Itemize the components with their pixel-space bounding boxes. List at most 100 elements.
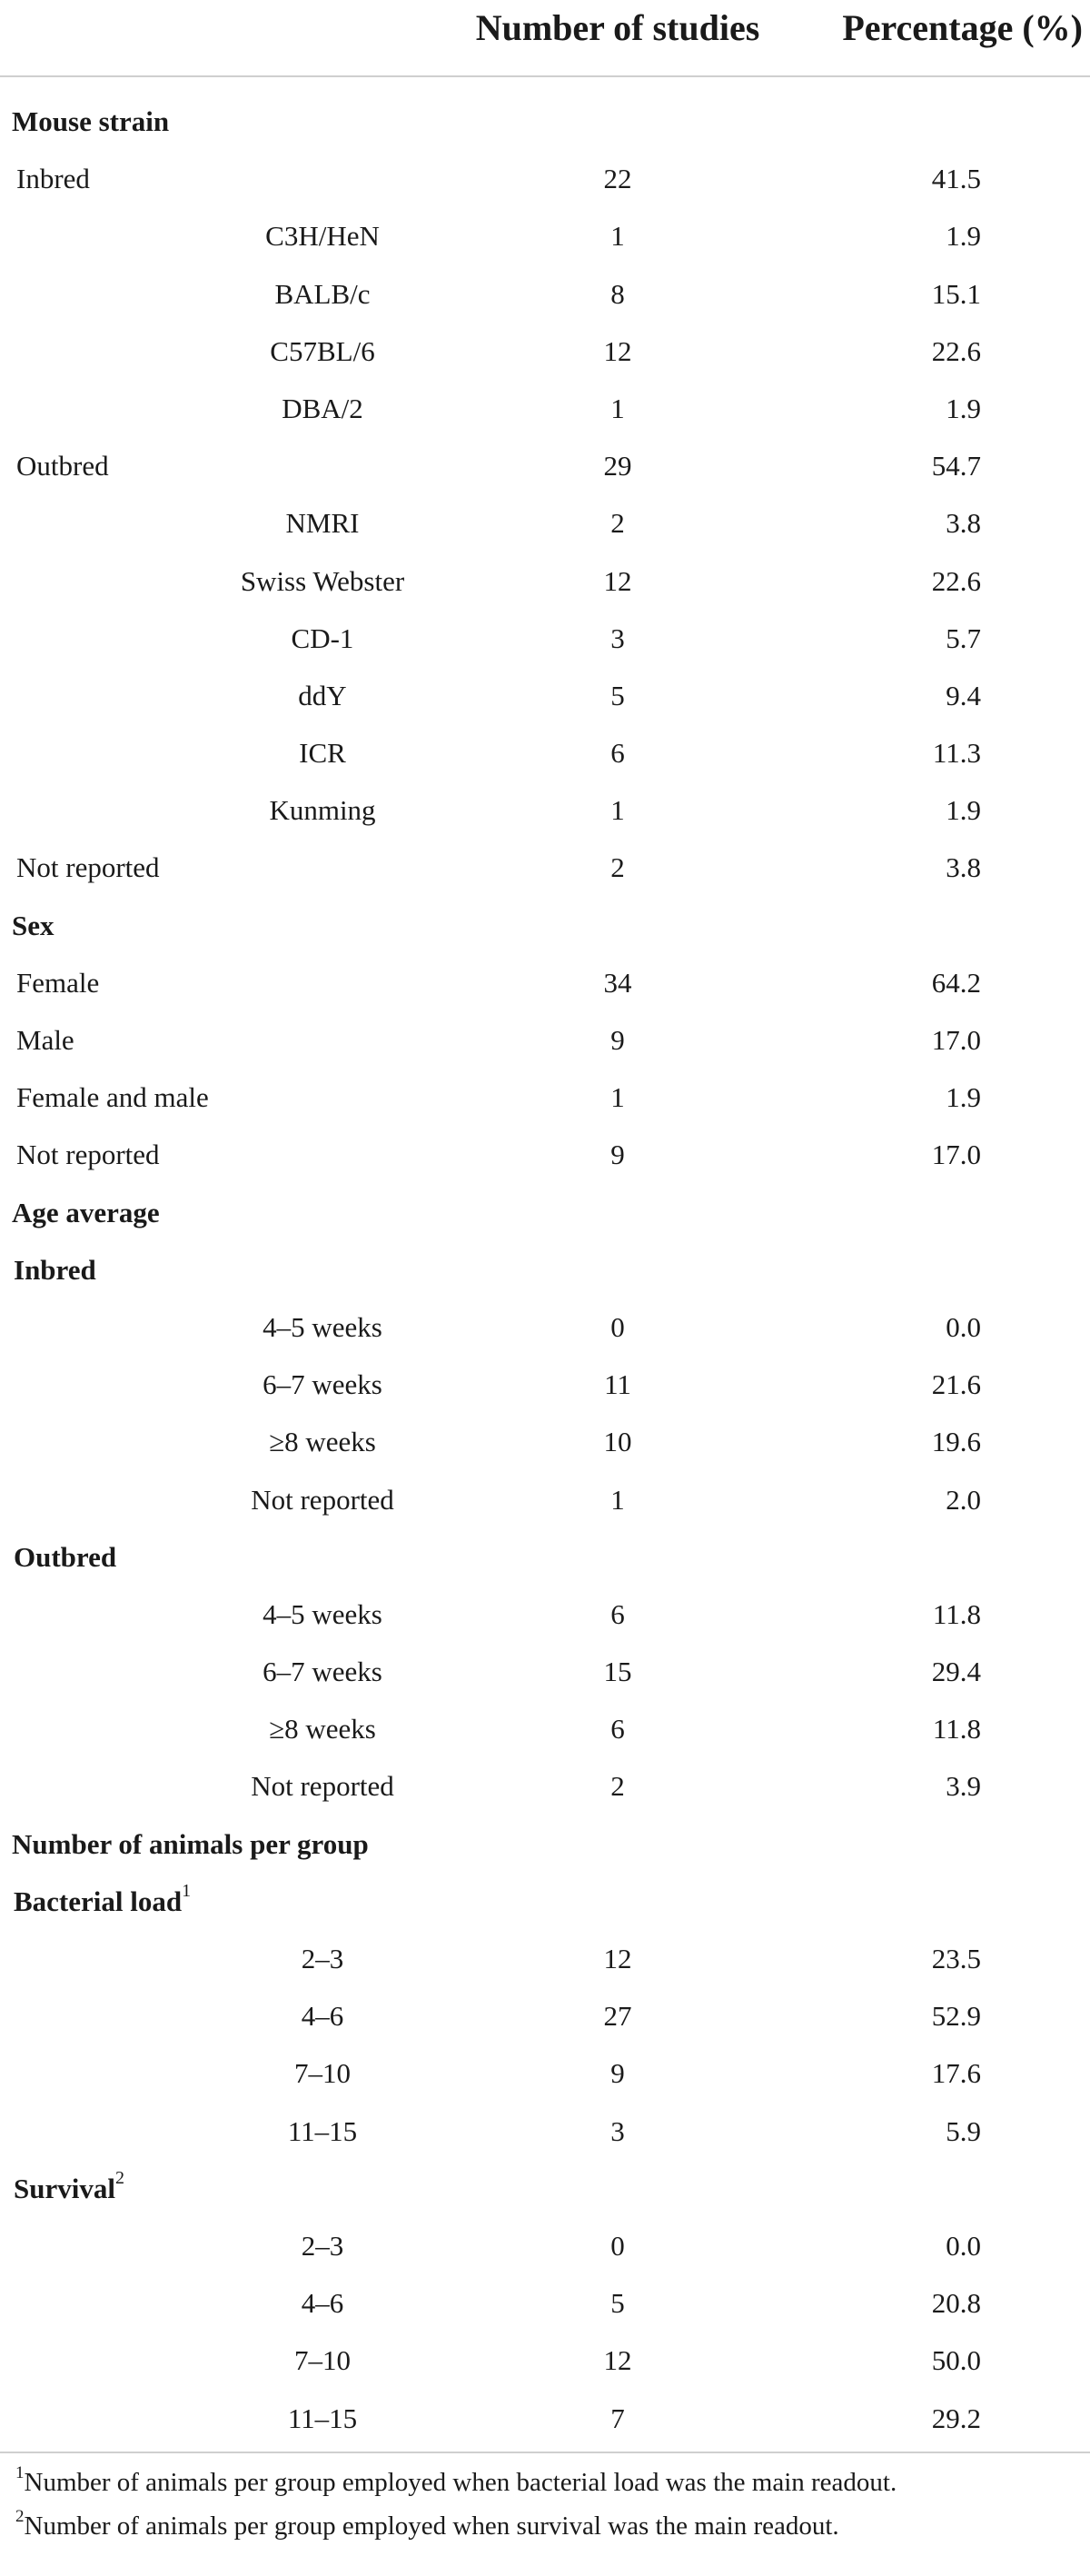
row-label: Bacterial load1 [14,1873,450,1930]
subsection-row: Inbred [0,1241,1090,1298]
footnote-2: 2Number of animals per group employed wh… [0,2504,1090,2548]
row-label: BALB/c [136,265,509,323]
row-label: ddY [136,667,509,724]
row-label: Age average [12,1184,448,1241]
cell-number-of-studies: 12 [603,334,632,367]
footnote-1-mark: 1 [15,2463,25,2483]
column-header-number-of-studies: Number of studies [475,7,760,48]
cell-percentage: 5.7 [946,622,981,654]
row-label-text: ≥8 weeks [269,1426,376,1458]
row-label-text: C3H/HeN [265,220,380,253]
cell-number-of-studies: 29 [603,450,632,482]
row-label: Female [16,954,452,1011]
cell-number-of-studies: 12 [603,1943,632,1974]
footnote-2-mark: 2 [15,2507,25,2527]
table-row: 11–15 7 29.2 [0,2390,1090,2447]
cell-number-of-studies: 0 [610,1310,625,1343]
cell-number-of-studies: 5 [610,2287,625,2320]
footnote-mark: 2 [114,2168,124,2189]
cell-number-of-studies: 11 [604,1368,631,1401]
row-label: 11–15 [136,2390,509,2447]
table-row: Not reported 2 3.8 [0,839,1090,896]
cell-number-of-studies: 2 [610,851,625,884]
row-label-text: 7–10 [294,2344,351,2377]
row-label: C57BL/6 [136,323,509,380]
cell-number-of-studies: 0 [610,2229,625,2262]
row-label-text: Sex [12,909,54,941]
section-row: Age average [0,1184,1090,1241]
cell-percentage: 3.8 [946,851,981,884]
row-label: Outbred [14,1528,450,1586]
row-label-text: Kunming [269,794,376,827]
row-label-text: Not reported [251,1483,394,1516]
cell-percentage: 50.0 [931,2344,981,2377]
subsection-row: Survival2 [0,2160,1090,2217]
table-row: 11–15 3 5.9 [0,2103,1090,2160]
cell-percentage: 11.3 [932,737,981,770]
row-label: NMRI [136,494,509,552]
table-row: 4–5 weeks 6 11.8 [0,1586,1090,1643]
row-label: Survival2 [14,2160,450,2217]
row-label-text: Outbred [16,450,109,482]
cell-number-of-studies: 3 [610,2114,625,2147]
cell-percentage: 15.1 [931,277,981,310]
table-row: DBA/2 1 1.9 [0,380,1090,437]
table-row: Outbred 29 54.7 [0,437,1090,494]
table-row: BALB/c 8 15.1 [0,265,1090,323]
row-label-text: 4–6 [301,2000,344,2033]
cell-percentage: 2.0 [946,1483,981,1516]
cell-number-of-studies: 10 [603,1426,632,1458]
table-row: C3H/HeN 1 1.9 [0,207,1090,264]
row-label: Female and male [16,1069,452,1126]
cell-number-of-studies: 12 [603,2344,632,2377]
cell-number-of-studies: 7 [610,2402,625,2434]
row-label: Outbred [16,437,452,494]
row-label-text: Inbred [14,1253,96,1286]
row-label-text: ICR [299,737,346,770]
cell-number-of-studies: 8 [610,277,625,310]
row-label: Not reported [136,1471,509,1528]
row-label: 2–3 [136,1930,509,1987]
cell-percentage: 19.6 [931,1426,981,1458]
cell-percentage: 23.5 [931,1943,981,1974]
row-label-text: ≥8 weeks [269,1713,376,1746]
row-label: 6–7 weeks [136,1643,509,1700]
row-label-text: Male [16,1024,74,1056]
table-row: 7–10 9 17.6 [0,2044,1090,2102]
cell-number-of-studies: 1 [610,220,625,253]
row-label: Number of animals per group [12,1815,448,1873]
cell-percentage: 5.9 [946,2114,981,2147]
table-row: NMRI 2 3.8 [0,494,1090,552]
row-label: C3H/HeN [136,207,509,264]
table-row: 7–10 12 50.0 [0,2332,1090,2389]
row-label-text: 11–15 [287,2114,358,2147]
row-label: Swiss Webster [136,552,509,610]
cell-number-of-studies: 2 [610,507,625,540]
row-label: ≥8 weeks [136,1413,509,1470]
table-row: 2–3 0 0.0 [0,2217,1090,2274]
cell-number-of-studies: 15 [603,1656,632,1688]
row-label-text: Not reported [251,1770,394,1803]
section-row: Sex [0,897,1090,954]
row-label-text: 4–5 weeks [263,1597,382,1630]
cell-number-of-studies: 1 [610,1081,625,1114]
row-label-text: 4–6 [301,2287,344,2320]
row-label-text: 4–5 weeks [263,1310,382,1343]
row-label: Mouse strain [12,93,448,150]
footnote-1-text: Number of animals per group employed whe… [24,2468,897,2497]
row-label-text: Not reported [16,1139,160,1171]
table-row: ICR 6 11.3 [0,724,1090,781]
cell-number-of-studies: 34 [603,966,632,999]
table-row: Not reported 9 17.0 [0,1126,1090,1183]
cell-number-of-studies: 5 [610,679,625,711]
row-label: 4–5 weeks [136,1298,509,1356]
row-label: Inbred [14,1241,450,1298]
row-label-text: Inbred [16,163,90,195]
table-row: ddY 5 9.4 [0,667,1090,724]
row-label: 4–6 [136,2274,509,2332]
row-label: 4–6 [136,1987,509,2044]
table-row: 6–7 weeks 11 21.6 [0,1356,1090,1413]
row-label: Sex [12,897,448,954]
table-row: ≥8 weeks 6 11.8 [0,1700,1090,1757]
cell-percentage: 3.9 [946,1770,981,1803]
